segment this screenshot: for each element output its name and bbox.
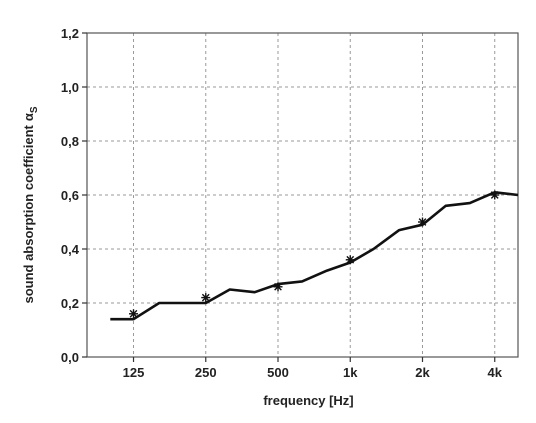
asterisk-stroke (346, 255, 355, 264)
y-tick-label: 1,2 (61, 26, 79, 41)
x-tick-label: 4k (488, 365, 503, 380)
y-axis-label-subscript: S (29, 106, 40, 113)
y-tick-label: 0,2 (61, 296, 79, 311)
data-series (110, 190, 519, 321)
x-axis-label: frequency [Hz] (263, 393, 353, 408)
x-tick-label: 1k (343, 365, 358, 380)
asterisk-stroke (201, 293, 210, 302)
y-axis-label: sound absorption coefficient αS (21, 106, 40, 303)
asterisk-marker (201, 293, 211, 303)
y-axis-label-text: sound absorption coefficient (21, 124, 36, 303)
y-tick-label: 0,6 (61, 188, 79, 203)
y-tick-label: 0,8 (61, 134, 79, 149)
asterisk-stroke (129, 309, 138, 318)
x-tick-label: 250 (195, 365, 217, 380)
absorption-curve-line (110, 191, 519, 321)
asterisk-stroke (274, 282, 282, 291)
x-tick-label: 500 (267, 365, 289, 380)
asterisk-marker (273, 282, 283, 292)
y-axis-label-symbol: α (21, 113, 36, 121)
asterisk-stroke (490, 191, 499, 199)
asterisk-marker (129, 309, 139, 319)
asterisk-stroke (418, 218, 427, 226)
axis-ticks: 0,0 0,2 0,4 0,6 0,8 1,0 1,2 125 250 500 1k 2k 4k (61, 26, 503, 380)
y-tick-label: 1,0 (61, 80, 79, 95)
asterisk-marker (490, 190, 500, 200)
x-tick-label: 125 (123, 365, 145, 380)
y-tick-label: 0,0 (61, 350, 79, 365)
y-tick-label: 0,4 (61, 242, 80, 257)
asterisk-marker (417, 217, 427, 227)
x-tick-label: 2k (415, 365, 430, 380)
asterisk-marker (345, 255, 355, 265)
